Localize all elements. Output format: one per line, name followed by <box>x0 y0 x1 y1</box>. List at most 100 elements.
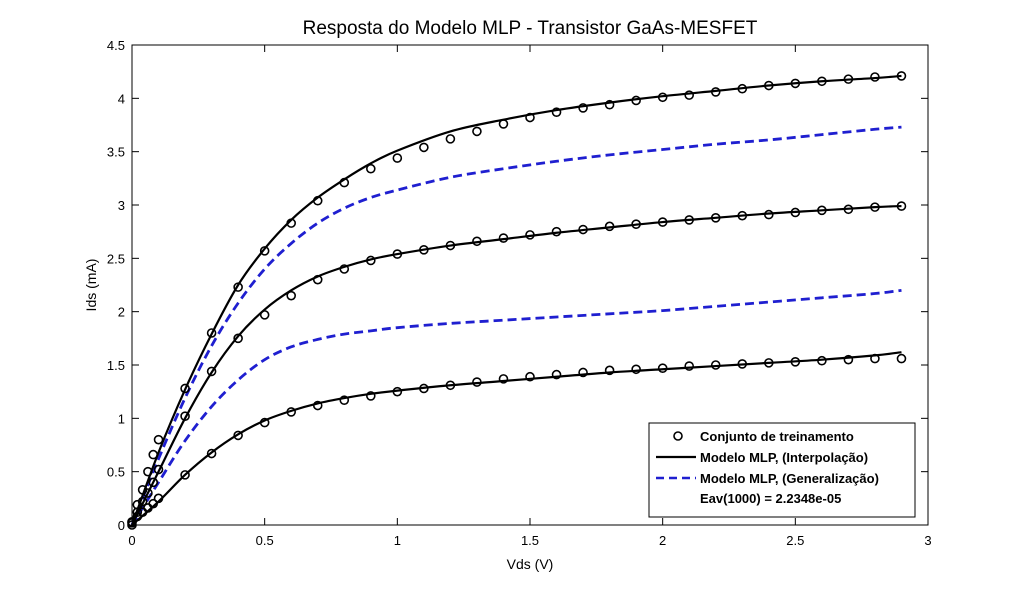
x-tick-label: 2.5 <box>786 533 804 548</box>
y-tick-label: 3 <box>118 198 125 213</box>
training-point <box>896 201 907 211</box>
training-point <box>604 221 615 232</box>
training-point <box>870 353 880 364</box>
training-point <box>551 369 562 380</box>
training-point <box>365 163 376 174</box>
training-point <box>445 134 456 144</box>
training-point <box>763 209 774 220</box>
training-point <box>817 205 827 216</box>
training-point <box>578 367 588 378</box>
training-point <box>498 119 509 129</box>
training-point <box>657 217 668 227</box>
training-point <box>445 240 456 251</box>
training-point <box>132 499 143 510</box>
training-point <box>233 282 243 292</box>
training-point <box>180 411 190 422</box>
training-point <box>710 360 721 370</box>
training-point <box>817 355 827 366</box>
training-point <box>286 218 297 228</box>
training-point <box>233 430 243 441</box>
training-point <box>737 210 748 221</box>
training-point <box>127 516 137 527</box>
training-point <box>684 361 695 371</box>
training-point <box>312 274 323 285</box>
training-point <box>312 195 323 206</box>
training-point <box>657 363 668 374</box>
training-point <box>148 477 159 488</box>
training-point <box>206 366 217 377</box>
training-point <box>604 99 615 110</box>
training-point <box>286 290 297 301</box>
training-point <box>631 364 641 375</box>
x-tick-label: 1.5 <box>521 533 539 548</box>
training-point <box>259 246 270 256</box>
training-point <box>790 78 801 89</box>
legend-annotation: Eav(1000) = 2.2348e-05 <box>700 491 841 506</box>
training-point <box>392 249 403 259</box>
training-point <box>206 328 217 338</box>
chart-title: Resposta do Modelo MLP - Transistor GaAs… <box>303 18 758 39</box>
training-point <box>206 448 217 459</box>
training-point <box>843 74 854 84</box>
training-point <box>180 470 190 480</box>
training-point <box>631 219 641 229</box>
y-tick-label: 1.5 <box>107 358 125 373</box>
x-tick-label: 2 <box>659 533 666 548</box>
training-point <box>710 87 721 97</box>
training-point <box>153 464 164 475</box>
training-point <box>339 395 350 406</box>
training-point <box>763 358 774 368</box>
training-point <box>817 76 827 87</box>
training-point <box>657 92 668 103</box>
training-point <box>790 207 801 218</box>
training-point <box>498 374 509 384</box>
y-tick-label: 4 <box>118 91 125 106</box>
y-tick-label: 4.5 <box>107 38 125 53</box>
training-point <box>339 177 350 188</box>
training-point <box>365 255 376 266</box>
training-point <box>737 359 748 369</box>
training-point <box>143 466 153 477</box>
training-point <box>578 224 588 235</box>
training-point <box>392 153 403 163</box>
training-point <box>843 354 854 365</box>
y-tick-label: 0 <box>118 518 125 533</box>
training-point <box>843 204 854 215</box>
y-axis-label: Ids (mA) <box>83 259 99 312</box>
training-point <box>312 400 323 411</box>
training-point <box>604 365 615 376</box>
training-point <box>419 245 429 255</box>
training-point <box>498 233 509 243</box>
training-point <box>631 95 641 106</box>
training-point <box>153 434 164 445</box>
training-point <box>525 230 535 240</box>
training-point <box>137 484 148 495</box>
training-point <box>896 71 907 81</box>
training-point <box>365 391 376 401</box>
y-tick-label: 1 <box>118 411 125 426</box>
generalization-curve-2 <box>130 125 902 526</box>
y-tick-label: 2 <box>118 305 125 320</box>
training-point <box>896 353 907 364</box>
training-point <box>148 449 159 460</box>
x-tick-label: 0.5 <box>256 533 274 548</box>
training-point <box>870 202 880 212</box>
training-point <box>180 383 190 394</box>
training-point <box>419 142 429 153</box>
legend-box <box>648 422 916 518</box>
x-tick-label: 3 <box>924 533 931 548</box>
training-point <box>551 226 562 237</box>
training-point <box>578 103 588 113</box>
training-point <box>259 417 270 428</box>
training-point <box>737 83 748 94</box>
legend-interpolation-label: Modelo MLP, (Interpolação) <box>700 450 868 465</box>
training-point <box>870 72 880 82</box>
legend: Conjunto de treinamento Modelo MLP, (Int… <box>648 422 916 518</box>
training-point <box>472 126 482 137</box>
interpolation-curve-1 <box>131 351 902 526</box>
training-point <box>233 333 243 344</box>
legend-training-label: Conjunto de treinamento <box>700 429 854 444</box>
training-point <box>148 498 159 509</box>
legend-generalization-label: Modelo MLP, (Generalização) <box>700 471 879 486</box>
